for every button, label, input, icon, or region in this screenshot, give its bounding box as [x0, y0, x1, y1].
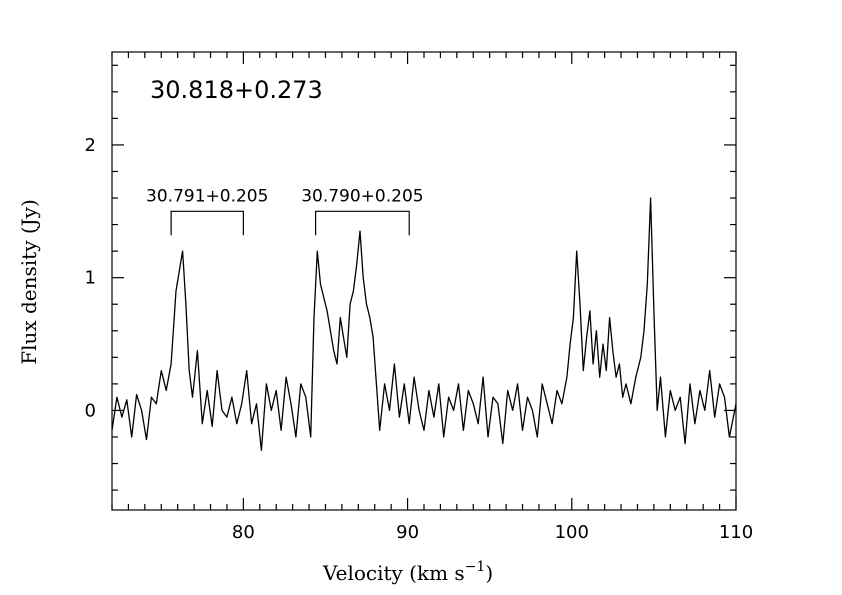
annotation-bracket — [315, 210, 410, 236]
annotation-bracket — [170, 210, 244, 236]
x-tick-labels: 80 90 100 110 — [232, 522, 753, 543]
annotation-label: 30.791+0.205 — [146, 186, 268, 206]
y-tick-labels: 0 1 2 — [85, 135, 96, 422]
x-axis-label: Velocity (km s−1) — [322, 559, 493, 585]
annotation-label: 30.790+0.205 — [301, 186, 423, 206]
plot-frame — [111, 51, 737, 511]
x-tick-label: 110 — [719, 522, 753, 543]
x-tick-label: 90 — [396, 522, 419, 543]
y-tick-label: 0 — [85, 400, 96, 421]
x-axis-label-main: Velocity (km s — [322, 561, 465, 585]
spectrum-line — [111, 197, 737, 451]
chart-title: 30.818+0.273 — [150, 76, 323, 104]
y-tick-label: 1 — [85, 268, 96, 289]
y-tick-label: 2 — [85, 135, 96, 156]
x-axis-label-superscript: −1 — [465, 559, 486, 575]
axis-ticks — [111, 52, 737, 510]
x-tick-label: 80 — [232, 522, 255, 543]
source-annotations: 30.791+0.205 30.790+0.205 — [146, 186, 424, 236]
y-axis-label: Flux density (Jy) — [17, 199, 41, 365]
x-axis-label-close: ) — [485, 561, 493, 585]
x-tick-label: 100 — [555, 522, 589, 543]
